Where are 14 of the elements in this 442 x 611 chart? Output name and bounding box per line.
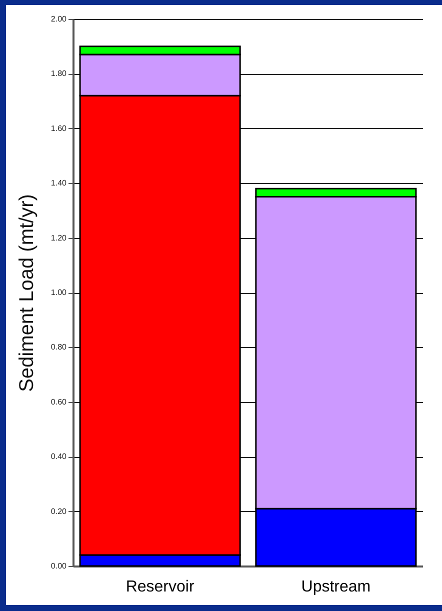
y-tick-label: 0.20 bbox=[50, 506, 68, 516]
y-tick-label: 1.80 bbox=[50, 69, 68, 78]
y-tick-label: 0.80 bbox=[50, 342, 68, 352]
y-tick-label: 1.00 bbox=[50, 288, 68, 297]
x-tick-label: Reservoir bbox=[126, 578, 195, 596]
y-tick-label: 1.20 bbox=[50, 233, 68, 242]
y-tick-label: 2.00 bbox=[50, 14, 68, 24]
y-tick-label: 0.60 bbox=[50, 397, 68, 406]
y-tick-label: 1.40 bbox=[50, 178, 68, 188]
y-tick-label: 1.60 bbox=[50, 124, 68, 133]
y-tick-label: 0.00 bbox=[50, 562, 68, 570]
y-axis-title: Sediment Load (mt/yr) bbox=[16, 194, 38, 392]
y-tick-label: 0.40 bbox=[50, 452, 68, 462]
x-tick-label: Upstream bbox=[301, 578, 371, 596]
